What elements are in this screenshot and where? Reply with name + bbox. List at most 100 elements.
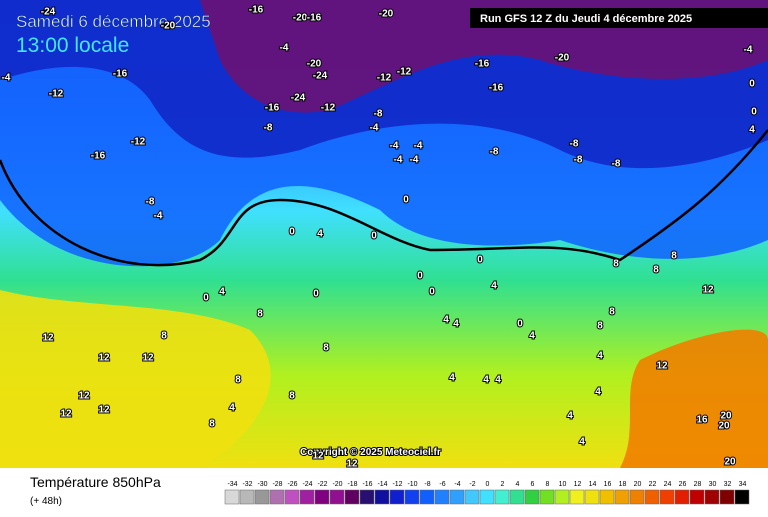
legend-tick: 10 bbox=[559, 481, 567, 488]
contour-label: 20 bbox=[718, 421, 730, 432]
legend-swatch bbox=[599, 489, 615, 505]
contour-label: -4 bbox=[370, 123, 379, 134]
contour-label: 4 bbox=[219, 287, 225, 298]
legend-swatch bbox=[734, 489, 750, 505]
contour-label: -4 bbox=[410, 155, 419, 166]
legend-swatch bbox=[239, 489, 255, 505]
contour-label: -4 bbox=[414, 141, 423, 152]
contour-label: 12 bbox=[702, 285, 714, 296]
contour-label: 0 bbox=[417, 271, 423, 282]
legend-tick: -26 bbox=[287, 481, 297, 488]
legend-swatch bbox=[479, 489, 495, 505]
contour-label: -8 bbox=[490, 147, 499, 158]
contour-label: -8 bbox=[264, 123, 273, 134]
legend-title: Température 850hPa bbox=[30, 474, 161, 490]
legend-tick: 18 bbox=[619, 481, 627, 488]
contour-label: 4 bbox=[317, 229, 323, 240]
legend-tick: -24 bbox=[302, 481, 312, 488]
legend-swatch bbox=[404, 489, 420, 505]
contour-label: -24 bbox=[313, 71, 328, 82]
contour-label: 0 bbox=[517, 319, 523, 330]
contour-label: -24 bbox=[41, 7, 56, 18]
legend-swatch bbox=[614, 489, 630, 505]
contour-label: -4 bbox=[390, 141, 399, 152]
contour-label: -12 bbox=[377, 73, 392, 84]
legend-tick: 0 bbox=[486, 481, 490, 488]
legend-tick: -14 bbox=[377, 481, 387, 488]
legend-swatch bbox=[569, 489, 585, 505]
contour-label: -20 bbox=[307, 59, 322, 70]
contour-label: -20 bbox=[555, 53, 570, 64]
contour-label: 12 bbox=[42, 333, 54, 344]
contour-label: 8 bbox=[613, 259, 619, 270]
contour-label: -20 bbox=[379, 9, 394, 20]
contour-label: -16 bbox=[91, 151, 106, 162]
hot-region bbox=[620, 329, 768, 468]
contour-label: -16 bbox=[307, 13, 322, 24]
legend-tick: -12 bbox=[392, 481, 402, 488]
legend-tick: 34 bbox=[739, 481, 747, 488]
contour-label: 8 bbox=[257, 309, 263, 320]
legend-swatch bbox=[524, 489, 540, 505]
contour-label: -12 bbox=[49, 89, 64, 100]
legend-tick: 22 bbox=[649, 481, 657, 488]
contour-label: 8 bbox=[653, 265, 659, 276]
legend-tick: -10 bbox=[407, 481, 417, 488]
frigid-region bbox=[200, 0, 768, 113]
legend-tick: -32 bbox=[242, 481, 252, 488]
legend-swatch bbox=[224, 489, 240, 505]
legend-tick: 20 bbox=[634, 481, 642, 488]
contour-label: -4 bbox=[2, 73, 11, 84]
legend-tick: -6 bbox=[439, 481, 445, 488]
contour-label: -16 bbox=[475, 59, 490, 70]
legend-swatch bbox=[329, 489, 345, 505]
contour-label: 4 bbox=[483, 375, 489, 386]
contour-label: -16 bbox=[265, 103, 280, 114]
legend-swatch bbox=[284, 489, 300, 505]
contour-label: 4 bbox=[495, 375, 501, 386]
contour-label: 12 bbox=[78, 391, 90, 402]
legend-tick: 32 bbox=[724, 481, 732, 488]
contour-label: -16 bbox=[249, 5, 264, 16]
legend-swatch bbox=[644, 489, 660, 505]
contour-label: 4 bbox=[443, 315, 449, 326]
copyright: Copyright © 2025 Meteociel.fr bbox=[300, 447, 441, 458]
legend-tick: -28 bbox=[272, 481, 282, 488]
contour-label: 8 bbox=[671, 251, 677, 262]
legend-tick: -18 bbox=[347, 481, 357, 488]
legend-swatch bbox=[674, 489, 690, 505]
legend-tick: 30 bbox=[709, 481, 717, 488]
legend-swatch bbox=[719, 489, 735, 505]
date: Samedi 6 décembre 2025 bbox=[16, 12, 211, 31]
contour-label: 4 bbox=[579, 437, 585, 448]
contour-label: 0 bbox=[203, 293, 209, 304]
legend-swatch bbox=[629, 489, 645, 505]
run-box bbox=[470, 8, 768, 28]
contour-label: -4 bbox=[280, 43, 289, 54]
legend-tick: -22 bbox=[317, 481, 327, 488]
contour-label: 12 bbox=[98, 405, 110, 416]
warm-region bbox=[0, 290, 271, 468]
contour-label: -8 bbox=[612, 159, 621, 170]
legend-tick: -2 bbox=[469, 481, 475, 488]
contour-label: 8 bbox=[161, 331, 167, 342]
contour-label: -16 bbox=[113, 69, 128, 80]
contour-label: 8 bbox=[609, 307, 615, 318]
legend-tick: 14 bbox=[589, 481, 597, 488]
legend-tick: 6 bbox=[531, 481, 535, 488]
contour-label: 0 bbox=[477, 255, 483, 266]
legend-tick: 28 bbox=[694, 481, 702, 488]
legend-tick: -16 bbox=[362, 481, 372, 488]
legend-swatch bbox=[254, 489, 270, 505]
contour-label: 20 bbox=[720, 411, 732, 422]
contour-label: 8 bbox=[597, 321, 603, 332]
contour-label: 4 bbox=[749, 125, 755, 136]
contour-label: -4 bbox=[154, 211, 163, 222]
contour-label: 0 bbox=[751, 107, 757, 118]
legend-swatch bbox=[704, 489, 720, 505]
legend-tick: -8 bbox=[424, 481, 430, 488]
legend-tick: -30 bbox=[257, 481, 267, 488]
contour-label: 4 bbox=[567, 411, 573, 422]
contour-label: 12 bbox=[312, 451, 324, 462]
